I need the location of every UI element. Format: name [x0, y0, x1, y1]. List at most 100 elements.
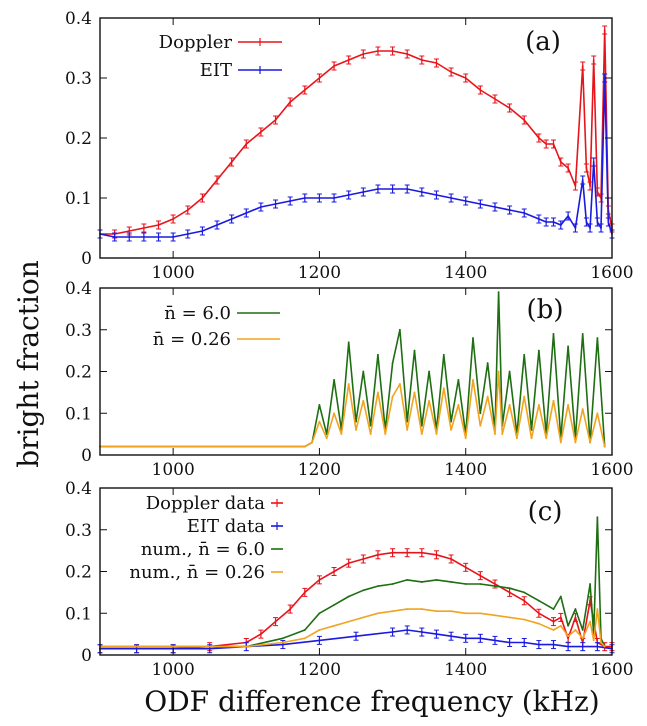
data-point — [479, 424, 482, 427]
data-point — [607, 221, 610, 223]
y-tick-label: 0.4 — [65, 279, 92, 299]
data-point — [318, 629, 321, 631]
data-point — [406, 53, 409, 55]
data-point — [464, 437, 467, 440]
data-point — [398, 383, 401, 385]
data-point — [552, 143, 555, 145]
y-tick-label: 0 — [81, 249, 92, 269]
legend-label-0: Doppler data — [146, 493, 266, 514]
legend-label-0: Doppler — [159, 32, 233, 53]
data-point — [552, 333, 555, 335]
data-point — [567, 635, 570, 638]
data-point — [523, 212, 526, 214]
x-tick-label: 1600 — [590, 263, 633, 283]
data-point — [347, 620, 350, 623]
y-axis-label: bright fraction — [12, 260, 45, 468]
data-point — [589, 227, 591, 229]
data-point — [369, 424, 372, 427]
data-point — [596, 516, 599, 519]
x-tick-label: 1400 — [444, 460, 487, 480]
data-point — [208, 647, 211, 650]
data-point — [581, 179, 584, 181]
x-tick-label: 1600 — [590, 660, 633, 680]
data-point — [508, 209, 511, 211]
data-point — [260, 633, 262, 636]
y-tick-label: 0 — [81, 646, 92, 666]
data-point — [479, 612, 482, 615]
data-point — [589, 583, 591, 585]
data-point — [479, 203, 482, 205]
data-point — [592, 161, 595, 163]
data-point — [596, 191, 599, 193]
data-point — [537, 612, 540, 615]
series-line-2 — [100, 516, 606, 648]
data-point — [435, 633, 438, 636]
data-point — [428, 370, 431, 373]
data-point — [406, 608, 409, 610]
x-tick-label: 1000 — [152, 460, 195, 480]
data-point — [479, 583, 482, 585]
series-line-0 — [100, 551, 612, 650]
data-point — [559, 595, 562, 598]
data-point — [377, 188, 379, 190]
panel-b: 1000 1200 1400 1600 0 0.1 0.2 0.3 0.4 n̄ = 6.0 n̄ … — [65, 279, 634, 480]
data-point — [508, 370, 511, 373]
data-point — [318, 639, 321, 642]
y-tick-label: 0.2 — [65, 563, 92, 583]
data-point — [450, 197, 452, 199]
data-point — [128, 236, 131, 238]
data-point — [186, 209, 189, 211]
data-point — [567, 345, 570, 348]
data-point — [479, 89, 482, 91]
data-point — [420, 551, 423, 554]
data-point — [406, 429, 409, 431]
data-point — [596, 608, 599, 610]
data-point — [545, 437, 548, 440]
y-tick-label: 0.4 — [65, 9, 92, 29]
data-point — [508, 107, 511, 109]
data-point — [391, 362, 394, 365]
data-point — [318, 612, 321, 615]
data-point — [537, 137, 540, 139]
legend-label-1: EIT — [200, 60, 232, 81]
data-point — [391, 188, 394, 190]
legend-label-2: num., n̄ = 6.0 — [141, 539, 265, 560]
data-point — [347, 595, 350, 598]
data-point — [347, 194, 350, 196]
data-point — [603, 645, 606, 648]
y-tick-label: 0.1 — [65, 604, 92, 624]
data-point — [303, 445, 306, 448]
y-tick-label: 0.1 — [65, 189, 92, 209]
data-point — [464, 637, 467, 640]
data-point — [325, 437, 328, 440]
data-point — [464, 566, 467, 569]
data-point — [245, 212, 248, 214]
data-point — [318, 77, 321, 79]
data-point — [333, 197, 335, 199]
data-point — [567, 645, 570, 648]
data-point — [311, 441, 314, 444]
data-point — [450, 558, 452, 560]
data-point — [172, 218, 175, 220]
data-point — [479, 412, 482, 415]
data-point — [435, 578, 438, 581]
data-point — [523, 641, 526, 644]
data-point — [281, 643, 284, 646]
data-point — [508, 587, 511, 590]
data-point — [391, 583, 394, 585]
data-point — [494, 433, 496, 436]
data-point — [494, 585, 496, 588]
data-point — [347, 562, 350, 565]
data-point — [559, 161, 562, 163]
data-point — [537, 404, 540, 406]
data-point — [318, 578, 321, 581]
data-point — [391, 551, 394, 554]
data-point — [355, 429, 357, 431]
data-point — [435, 194, 438, 196]
data-point — [201, 197, 204, 199]
data-point — [377, 612, 379, 615]
x-tick-label: 1000 — [152, 660, 195, 680]
data-point — [585, 221, 588, 223]
data-point — [377, 353, 379, 356]
data-point — [303, 591, 306, 594]
